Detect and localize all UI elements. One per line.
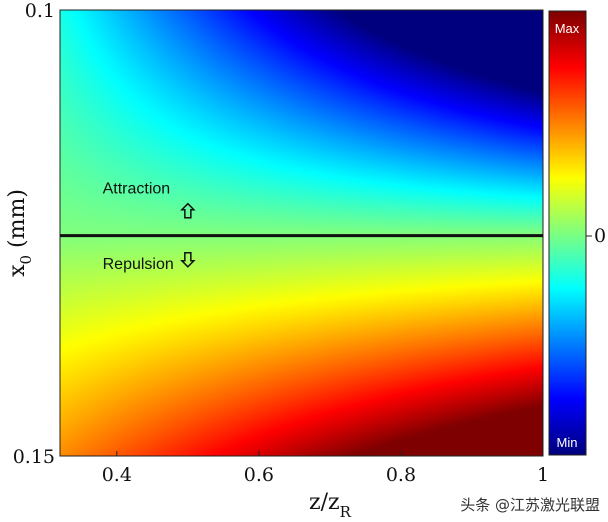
heatmap-image	[60, 10, 543, 456]
x-axis-label-main: z/z	[309, 490, 340, 515]
region-label: Repulsion	[103, 256, 174, 273]
colorbar: Max Min 0	[548, 10, 606, 456]
region-label: Attraction	[103, 180, 171, 197]
x-axis-label: z/zR	[309, 490, 352, 521]
y-axis-ticks: 0.1 0.15	[13, 0, 55, 468]
x-axis-ticks: 0.4 0.6 0.8 1	[102, 451, 549, 486]
region-annotations: Attraction Repulsion	[103, 180, 174, 273]
y-tick-label: 0.15	[13, 446, 55, 468]
arrow-up-icon	[180, 202, 196, 219]
x-tick-label: 0.4	[102, 464, 132, 486]
y-tick-label: 0.1	[25, 0, 55, 22]
heatmap-area	[60, 10, 543, 456]
watermark: 头条 @江苏激光联盟	[460, 496, 600, 514]
y-axis-label: x0 (mm)	[5, 189, 35, 277]
x-tick-label: 0.6	[244, 464, 274, 486]
x-axis-label-subscript: R	[340, 503, 352, 521]
x-tick-label: 0.8	[386, 464, 416, 486]
plot-frame	[59, 9, 544, 457]
colorbar-gradient	[549, 11, 586, 455]
y-axis-label-unit: (mm)	[5, 189, 30, 255]
colorbar-max-label: Max	[555, 21, 580, 36]
y-axis-label-subscript: 0	[17, 255, 35, 265]
colorbar-zero-label: 0	[594, 225, 606, 247]
arrow-down-icon	[180, 252, 196, 268]
x-tick-label: 1	[537, 464, 549, 486]
force-arrows	[180, 202, 196, 268]
colorbar-frame	[548, 10, 587, 456]
colorbar-min-label: Min	[557, 435, 578, 450]
y-axis-label-main: x	[5, 264, 30, 277]
